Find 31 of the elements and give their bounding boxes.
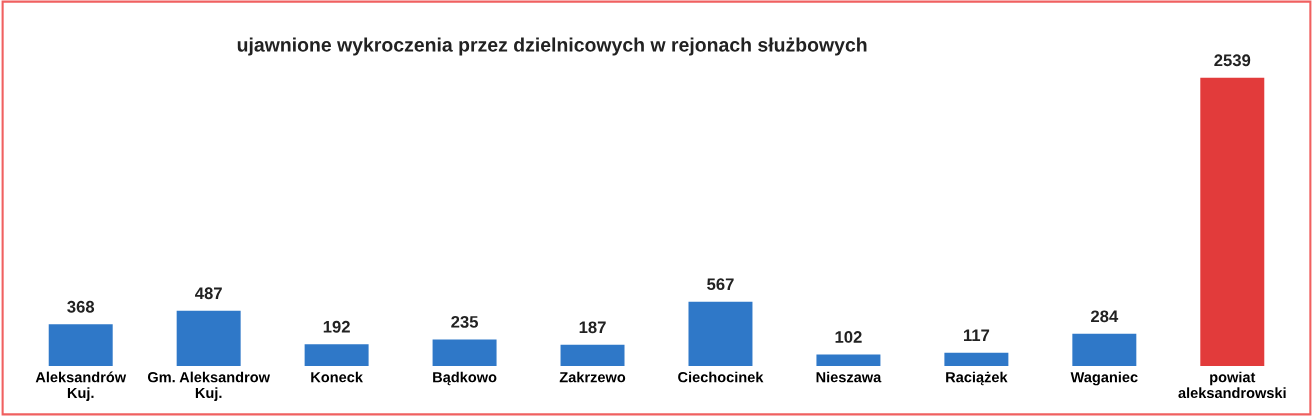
data-label: 235: [451, 315, 479, 328]
x-tick-label: powiat aleksandrowski: [1178, 371, 1286, 399]
data-label: 2539: [1214, 54, 1251, 67]
x-tick-label: Nieszawa: [816, 371, 882, 383]
bar: [944, 352, 1009, 367]
x-tick-label: Raciążek: [946, 371, 1008, 386]
data-label: 487: [195, 287, 222, 300]
data-label: 192: [323, 320, 350, 333]
bar: [1200, 77, 1265, 367]
bar: [432, 339, 497, 367]
data-label: 187: [579, 321, 606, 334]
x-tick-label: Ciechocinek: [678, 371, 764, 383]
x-tick-label: Zakrzewo: [559, 371, 626, 383]
data-label: 567: [707, 278, 734, 291]
bar: [48, 324, 113, 367]
bar: [176, 310, 241, 367]
x-tick-label: Bądkowo: [433, 371, 497, 386]
data-label: 284: [1091, 310, 1119, 323]
bar: [304, 344, 369, 367]
x-tick-label: Aleksandrów Kuj.: [35, 371, 127, 401]
chart-title: ujawnione wykroczenia przez dzielnicowych w rejonach służbowych: [237, 37, 867, 56]
bar: [688, 301, 753, 367]
x-tick-label: Waganiec: [1070, 371, 1138, 386]
bar: [560, 344, 625, 367]
bar: [816, 354, 881, 367]
x-tick-label: Gm. Aleksandrow Kuj.: [147, 371, 271, 401]
bar: [1072, 333, 1137, 367]
x-tick-label: Koneck: [311, 371, 363, 383]
data-label: 368: [67, 300, 95, 313]
data-label: 117: [963, 329, 990, 341]
data-label: 102: [835, 331, 862, 343]
